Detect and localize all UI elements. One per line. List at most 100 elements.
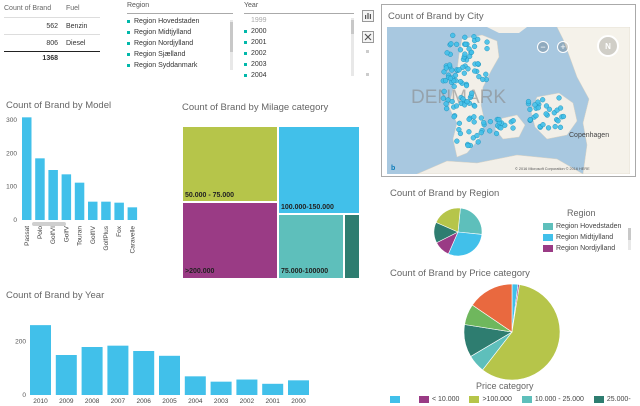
map-visual[interactable]: Count of Brand by City DENMARK Copenhage…	[381, 4, 636, 177]
map-bubble[interactable]	[448, 41, 454, 47]
year-slicer-item[interactable]: 2000	[244, 26, 351, 37]
milage-treemap[interactable]: Count of Brand by Milage category 50.000…	[182, 100, 360, 280]
col-header-fuel[interactable]: Fuel	[66, 5, 80, 12]
map-bubble[interactable]	[546, 106, 553, 112]
pie-slice[interactable]	[447, 231, 483, 257]
map-bubble[interactable]	[461, 70, 467, 76]
region-slicer-item[interactable]: Region Syddanmark	[127, 60, 230, 71]
map-bubble[interactable]	[453, 103, 460, 109]
map-bubble[interactable]	[545, 125, 552, 131]
year-slicer-item[interactable]: 2004	[244, 70, 351, 81]
map-bubble[interactable]	[560, 113, 567, 120]
map-bubble[interactable]	[555, 118, 561, 124]
bar-touran[interactable]	[74, 182, 85, 220]
map-bubble[interactable]	[462, 51, 468, 57]
map-bubble[interactable]	[478, 129, 484, 136]
treemap-tile-75-100[interactable]: 75.000-100000	[278, 214, 344, 279]
map-bubble[interactable]	[462, 34, 468, 40]
map-bubble[interactable]	[453, 41, 460, 48]
treemap-tile-200[interactable]: >200.000	[182, 202, 278, 279]
map-bubble[interactable]	[557, 124, 564, 130]
map-bubble[interactable]	[466, 116, 472, 122]
map-bubble[interactable]	[442, 77, 449, 84]
zoom-out-button[interactable]: −	[537, 41, 549, 53]
map-bubble[interactable]	[532, 102, 538, 108]
legend-item[interactable]: < 10.000	[419, 394, 459, 405]
region-slicer-item[interactable]: Region Midtjylland	[127, 27, 230, 38]
compass-icon[interactable]: N	[597, 35, 619, 57]
map-bubble[interactable]	[443, 65, 449, 71]
bar-golfvi[interactable]	[48, 170, 58, 220]
map-bubble[interactable]	[471, 114, 477, 120]
legend-item[interactable]: >100.000	[469, 394, 512, 405]
map-bubble[interactable]	[446, 62, 453, 68]
map-bubble[interactable]	[487, 118, 494, 125]
map-bubble[interactable]	[463, 82, 470, 89]
map-bubble[interactable]	[496, 116, 502, 123]
bar-2007[interactable]	[107, 345, 129, 395]
pie-slice[interactable]	[457, 207, 483, 235]
map-bubble[interactable]	[474, 132, 480, 139]
map-bubble[interactable]	[465, 66, 471, 72]
map-bubble[interactable]	[457, 130, 464, 137]
year-slicer-item[interactable]: 2002	[244, 48, 351, 59]
map-bubble[interactable]	[484, 39, 490, 45]
map-bubble[interactable]	[478, 115, 485, 121]
bar-2003[interactable]	[210, 381, 232, 395]
map-bubble[interactable]	[484, 45, 490, 52]
bar-golfv[interactable]	[61, 174, 72, 220]
map-bubble[interactable]	[493, 130, 500, 137]
region-slicer-scrollbar[interactable]	[230, 20, 233, 70]
map-bubble[interactable]	[525, 98, 532, 105]
bar-2010[interactable]	[30, 325, 51, 395]
table-row[interactable]: 562 Benzin	[4, 17, 100, 34]
map-bubble[interactable]	[465, 142, 471, 149]
map-bubble[interactable]	[464, 98, 470, 105]
zoom-in-button[interactable]: +	[557, 41, 569, 53]
map-bubble[interactable]	[510, 125, 516, 131]
bar-polo[interactable]	[35, 158, 45, 220]
scroll-handle[interactable]	[366, 73, 369, 76]
map-bubble[interactable]	[476, 73, 482, 80]
map-bubble[interactable]	[543, 111, 549, 117]
legend-item[interactable]: 10.000 - 25.000	[521, 394, 584, 405]
bar-2004[interactable]	[184, 376, 206, 395]
model-chart[interactable]: Count of Brand by Model 0 100 200 300 Passat…	[4, 100, 144, 270]
map-bubble[interactable]	[463, 41, 469, 47]
map-bubble[interactable]	[451, 114, 457, 120]
map-bubble[interactable]	[471, 119, 477, 125]
year-slicer-item[interactable]: 2003	[244, 59, 351, 70]
legend-item[interactable]: Region Hovedstaden	[543, 221, 621, 232]
map-bubble[interactable]	[466, 129, 472, 135]
map-bubble[interactable]	[510, 118, 516, 124]
map-bubble[interactable]	[460, 64, 466, 70]
map-bubble[interactable]	[481, 120, 487, 126]
map-bubble[interactable]	[475, 36, 481, 42]
map-canvas[interactable]: DENMARK Copenhagen b © 2016 Microsoft Co…	[387, 27, 630, 174]
map-bubble[interactable]	[443, 101, 449, 107]
map-bubble[interactable]	[472, 103, 478, 109]
map-bubble[interactable]	[543, 103, 550, 109]
map-bubble[interactable]	[454, 138, 460, 144]
map-bubble[interactable]	[447, 75, 454, 82]
pie-slice[interactable]	[471, 283, 513, 333]
scroll-thumb[interactable]	[628, 228, 631, 240]
map-bubble[interactable]	[557, 105, 564, 111]
legend-item[interactable]: Region Nordjylland	[543, 243, 621, 254]
bar-2001[interactable]	[262, 383, 284, 395]
bar-2008[interactable]	[81, 347, 103, 395]
bar-golfiv[interactable]	[88, 201, 98, 220]
map-bubble[interactable]	[469, 90, 475, 96]
map-bubble[interactable]	[471, 68, 478, 74]
map-bubble[interactable]	[456, 120, 463, 126]
year-slicer-scrollbar[interactable]	[351, 18, 354, 76]
scroll-handle[interactable]	[366, 50, 369, 53]
region-chart[interactable]: Count of Brand by Region Region Region H…	[388, 186, 636, 262]
clear-filter-icon[interactable]	[362, 31, 374, 43]
bar-2006[interactable]	[133, 351, 155, 395]
map-bubble[interactable]	[441, 88, 447, 95]
map-bubble[interactable]	[483, 71, 489, 77]
map-bubble[interactable]	[540, 121, 546, 128]
map-bubble[interactable]	[457, 78, 464, 85]
map-bubble[interactable]	[457, 47, 464, 53]
